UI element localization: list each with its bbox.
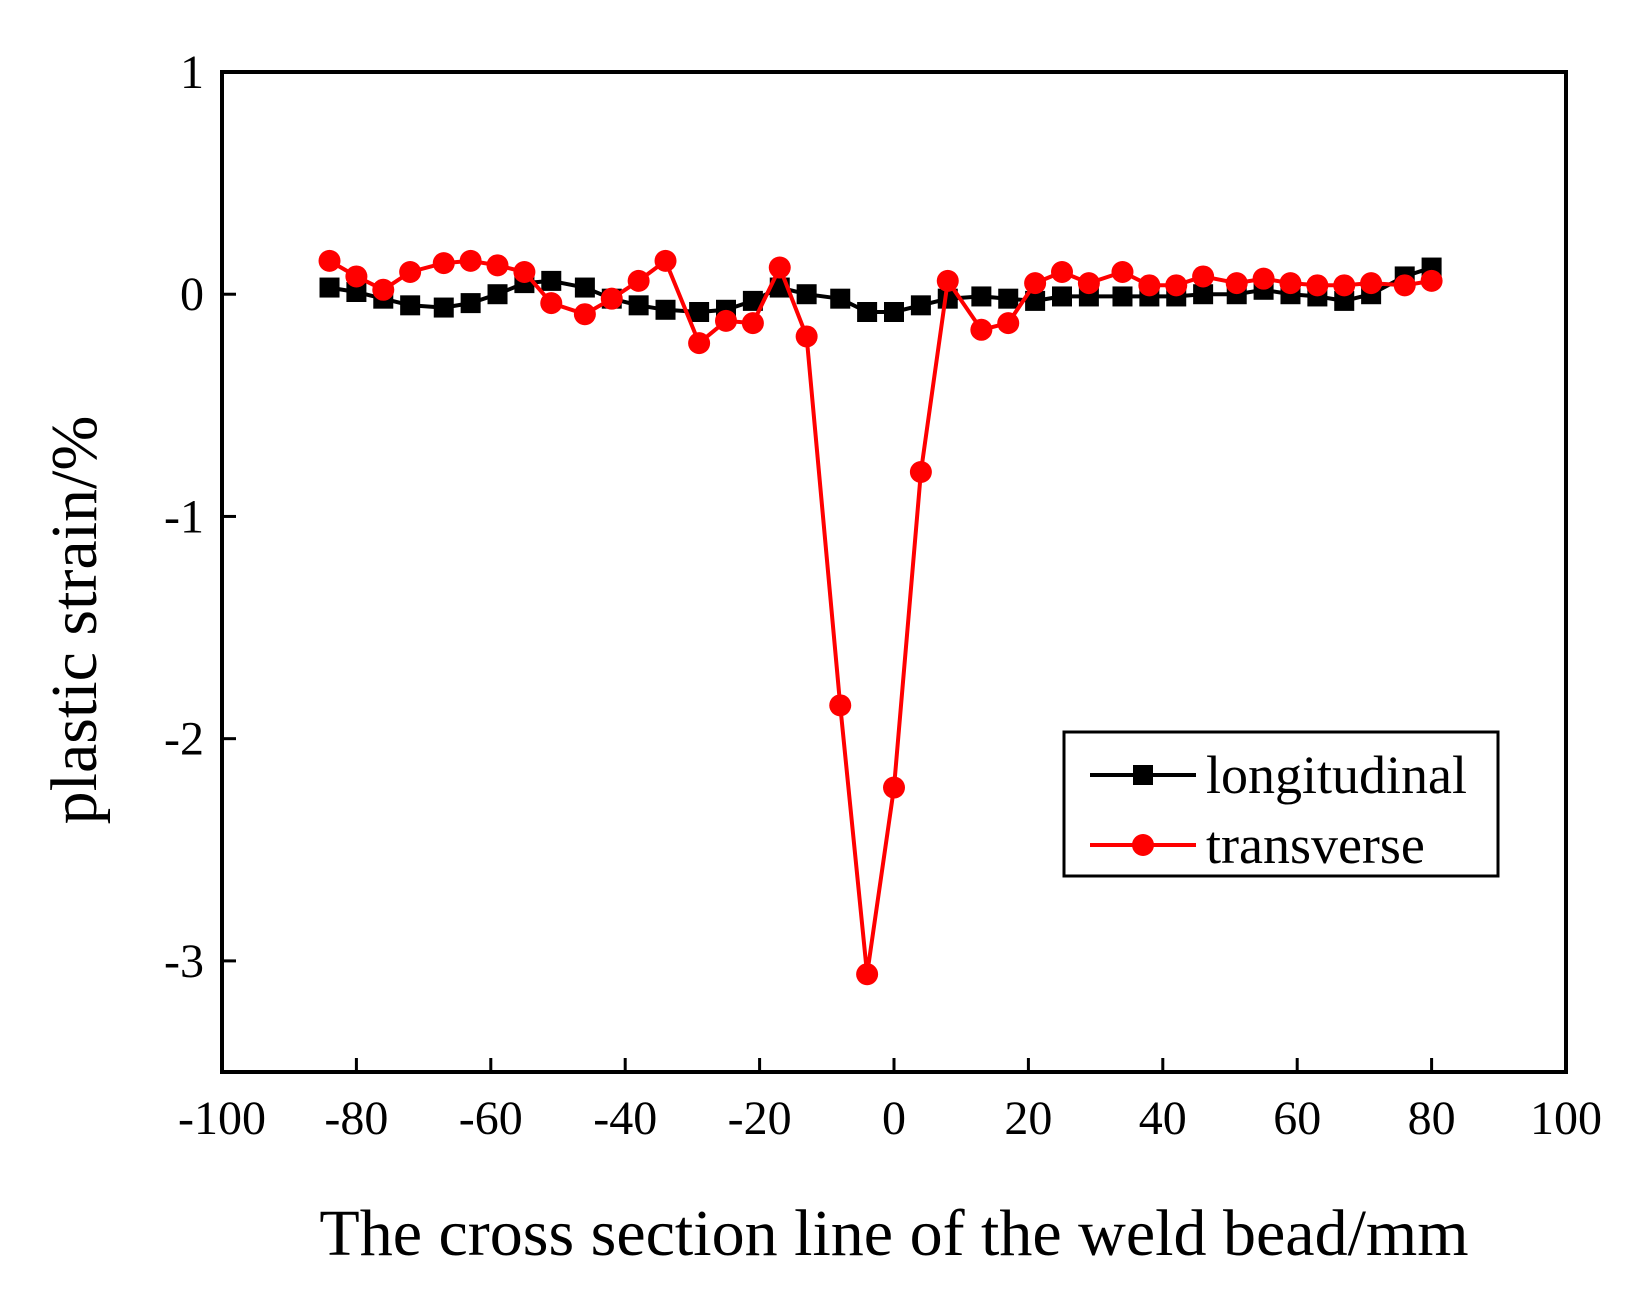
transverse-point xyxy=(1393,274,1416,297)
longitudinal-point xyxy=(655,299,676,320)
plot-frame xyxy=(220,70,1568,1074)
longitudinal-point xyxy=(1334,290,1355,311)
transverse-point xyxy=(318,249,341,272)
y-axis-title: plastic strain/% xyxy=(38,416,111,825)
legend-marker-transverse xyxy=(1132,834,1154,856)
longitudinal-point xyxy=(460,293,481,314)
transverse-point xyxy=(1111,261,1134,283)
x-tick-label: -20 xyxy=(728,1092,792,1145)
longitudinal-point xyxy=(742,290,763,311)
longitudinal-point xyxy=(857,302,878,322)
transverse-point xyxy=(1252,267,1275,290)
x-tick-label: 100 xyxy=(1530,1092,1602,1145)
y-axis-ticks xyxy=(222,70,236,963)
transverse-point xyxy=(1333,274,1356,297)
x-tick-label: -40 xyxy=(593,1092,657,1145)
transverse-point xyxy=(909,461,932,483)
longitudinal-line xyxy=(329,265,1433,314)
transverse-point xyxy=(688,332,711,355)
transverse-point xyxy=(372,278,395,301)
x-tick-label: -100 xyxy=(178,1092,266,1145)
longitudinal-point xyxy=(1052,286,1072,307)
longitudinal-point xyxy=(1112,286,1133,307)
legend: longitudinal transverse xyxy=(1062,730,1500,878)
x-tick-label: 60 xyxy=(1273,1092,1321,1145)
x-axis-tick-labels: -100 -80 -60 -40 -20 0 20 40 60 80 100 xyxy=(178,1092,1602,1145)
transverse-point xyxy=(997,312,1020,335)
longitudinal-point xyxy=(998,288,1019,309)
transverse-point xyxy=(715,309,737,332)
longitudinal-point xyxy=(1025,290,1046,311)
transverse-point xyxy=(1279,272,1302,295)
longitudinal-point xyxy=(346,282,367,302)
transverse-point xyxy=(1225,272,1248,295)
y-tick-label: 1 xyxy=(180,46,204,99)
longitudinal-point xyxy=(884,302,904,322)
longitudinal-point xyxy=(830,288,851,309)
longitudinal-point xyxy=(400,295,421,316)
transverse-point xyxy=(795,325,818,348)
legend-marker-longitudinal xyxy=(1133,765,1153,785)
transverse-point xyxy=(1360,272,1383,295)
longitudinal-point xyxy=(796,284,817,305)
transverse-point xyxy=(627,269,650,292)
transverse-point xyxy=(486,254,509,277)
longitudinal-point xyxy=(433,297,454,318)
x-tick-label: 40 xyxy=(1139,1092,1187,1145)
transverse-point xyxy=(1051,261,1073,283)
transverse-point xyxy=(654,249,677,272)
series-transverse xyxy=(318,249,1443,986)
y-tick-label: 0 xyxy=(180,268,204,321)
transverse-point xyxy=(970,318,993,341)
longitudinal-point xyxy=(574,277,595,298)
x-axis-ticks xyxy=(220,1058,1568,1072)
y-axis-tick-labels: 1 0 -1 -2 -3 xyxy=(164,46,204,988)
x-tick-label: -60 xyxy=(459,1092,523,1145)
transverse-point xyxy=(1165,274,1188,297)
transverse-point xyxy=(829,694,852,717)
transverse-point xyxy=(883,776,905,799)
transverse-point xyxy=(1420,269,1443,292)
legend-label-transverse: transverse xyxy=(1206,815,1425,875)
series-layer xyxy=(318,249,1443,986)
longitudinal-point xyxy=(541,270,562,291)
transverse-point xyxy=(345,265,368,288)
longitudinal-point xyxy=(910,295,931,316)
transverse-point xyxy=(1024,272,1047,295)
transverse-point xyxy=(1138,274,1161,297)
transverse-line xyxy=(328,258,1432,977)
x-axis-title: The cross section line of the weld bead/… xyxy=(319,1197,1468,1270)
legend-label-longitudinal: longitudinal xyxy=(1206,745,1467,805)
transverse-point xyxy=(856,963,879,986)
longitudinal-point xyxy=(487,284,508,305)
transverse-point xyxy=(768,256,791,279)
transverse-point xyxy=(513,261,536,283)
x-tick-label: -80 xyxy=(324,1092,388,1145)
x-tick-label: 0 xyxy=(882,1092,906,1145)
y-tick-label: -3 xyxy=(164,935,204,988)
longitudinal-point xyxy=(319,277,340,298)
y-tick-label: -1 xyxy=(164,490,204,543)
longitudinal-point xyxy=(1193,284,1214,305)
longitudinal-point xyxy=(971,286,992,307)
transverse-point xyxy=(540,292,563,315)
transverse-point xyxy=(1192,265,1215,288)
x-tick-label: 20 xyxy=(1004,1092,1052,1145)
x-tick-label: 80 xyxy=(1408,1092,1456,1145)
transverse-point xyxy=(1306,274,1329,297)
transverse-point xyxy=(600,287,623,310)
y-tick-label: -2 xyxy=(164,713,204,766)
longitudinal-point xyxy=(628,295,649,316)
transverse-point xyxy=(432,252,455,275)
transverse-point xyxy=(1077,272,1100,295)
transverse-point xyxy=(741,312,764,335)
transverse-point xyxy=(936,269,959,292)
transverse-point xyxy=(459,249,482,272)
longitudinal-point xyxy=(689,302,710,322)
transverse-point xyxy=(573,303,596,326)
transverse-point xyxy=(399,261,422,283)
